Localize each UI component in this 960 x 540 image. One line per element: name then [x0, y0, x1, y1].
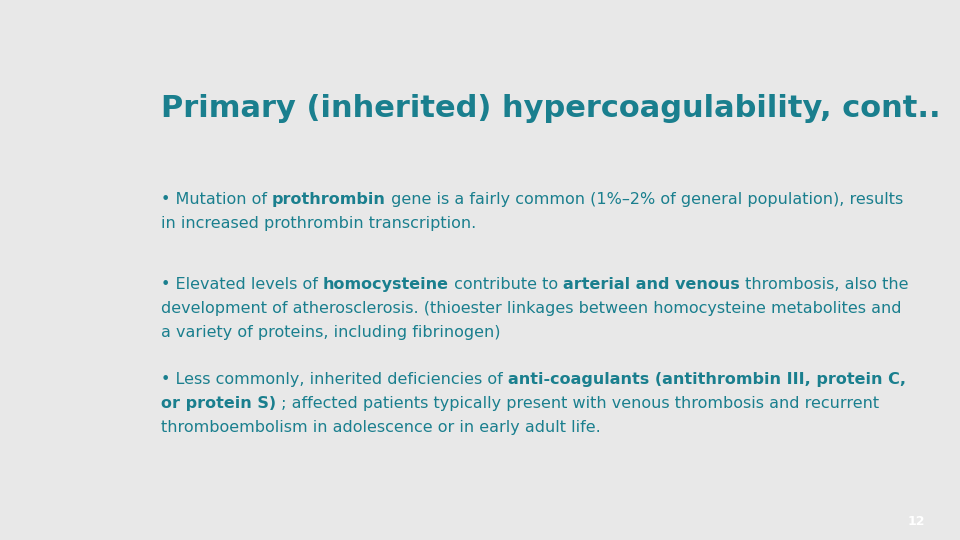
Text: • Less commonly, inherited deficiencies of: • Less commonly, inherited deficiencies … — [161, 373, 508, 388]
Text: ; affected patients typically present with venous thrombosis and recurrent: ; affected patients typically present wi… — [276, 396, 879, 411]
Text: homocysteine: homocysteine — [323, 277, 449, 292]
Text: a variety of proteins, including fibrinogen): a variety of proteins, including fibrino… — [161, 325, 500, 340]
Text: anti-coagulants (antithrombin III, protein C,: anti-coagulants (antithrombin III, prote… — [508, 373, 906, 388]
Text: in increased prothrombin transcription.: in increased prothrombin transcription. — [161, 215, 476, 231]
Text: arterial and venous: arterial and venous — [564, 277, 740, 292]
Text: • Mutation of: • Mutation of — [161, 192, 272, 207]
Text: or protein S): or protein S) — [161, 396, 276, 411]
Text: prothrombin: prothrombin — [272, 192, 386, 207]
Text: 12: 12 — [907, 515, 924, 528]
Text: contribute to: contribute to — [449, 277, 564, 292]
Text: thrombosis, also the: thrombosis, also the — [740, 277, 908, 292]
Text: • Elevated levels of: • Elevated levels of — [161, 277, 323, 292]
Text: Primary (inherited) hypercoagulability, cont..: Primary (inherited) hypercoagulability, … — [161, 94, 941, 123]
Text: gene is a fairly common (1%–2% of general population), results: gene is a fairly common (1%–2% of genera… — [386, 192, 903, 207]
Text: development of atherosclerosis. (thioester linkages between homocysteine metabol: development of atherosclerosis. (thioest… — [161, 301, 901, 316]
Text: thromboembolism in adolescence or in early adult life.: thromboembolism in adolescence or in ear… — [161, 421, 601, 435]
